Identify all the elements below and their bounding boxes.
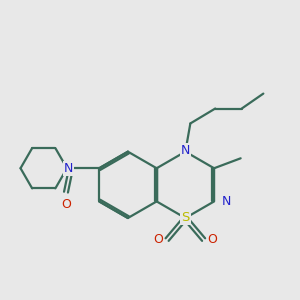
Text: S: S (181, 211, 190, 224)
Text: O: O (208, 233, 218, 246)
Text: N: N (221, 195, 231, 208)
Text: N: N (181, 143, 190, 157)
Text: O: O (61, 198, 71, 211)
Text: N: N (64, 162, 73, 175)
Text: O: O (153, 233, 163, 246)
